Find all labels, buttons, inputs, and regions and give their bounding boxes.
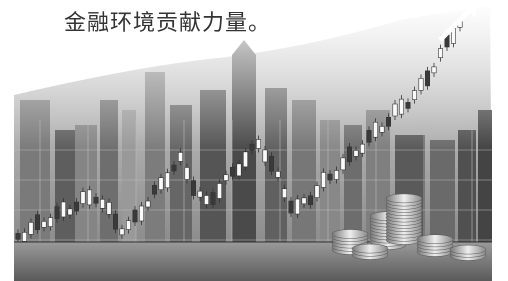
candle [302,198,306,204]
candle [250,144,254,150]
candle [100,199,104,208]
candle [35,215,39,230]
candle [425,71,429,86]
candle [94,197,98,203]
candle [16,233,20,239]
candle [191,181,195,196]
candle [74,202,78,211]
candle [295,199,299,214]
candle [159,178,163,190]
candle [438,49,442,58]
candle [217,183,221,198]
candle [308,196,312,205]
candle [165,173,169,188]
candle [282,189,286,198]
candle [276,171,280,177]
candle [360,144,364,153]
candle [172,165,176,171]
candle [321,172,325,187]
candle [87,190,91,205]
candle [178,152,182,161]
candle [113,214,117,229]
candle [55,207,59,219]
candle [399,99,403,114]
candle [152,185,156,194]
candle [406,102,410,108]
candle [185,167,189,179]
candle [315,186,319,198]
coin [352,244,388,253]
candle [237,164,241,176]
candle [328,174,332,180]
candle [393,104,397,116]
coin [332,230,368,239]
candle [432,67,436,73]
candle [373,122,377,137]
candle [386,117,390,126]
coin [417,235,453,244]
coin [386,194,422,203]
candle [289,201,293,213]
candle [61,202,65,217]
page: {"text": "金融环境贡献力量。"} [0,0,508,281]
caption: 金融环境贡献力量。 [64,5,271,37]
candle [42,221,46,227]
candle [341,158,345,170]
candle [412,91,416,100]
candle [198,191,202,197]
candle [204,195,208,204]
candle [146,201,150,207]
candle [211,193,215,205]
candle [48,218,52,227]
candle [230,167,234,176]
candle [347,147,351,162]
candle [107,202,111,214]
candle [367,130,371,142]
candle [22,232,26,241]
candle [419,78,423,90]
candle [243,152,247,167]
candle [139,206,143,221]
coin [450,245,486,254]
candle [29,222,33,234]
candle [263,150,267,162]
finance-illustration [0,0,508,281]
candle [380,126,384,132]
candle [269,156,273,171]
candle [334,170,338,179]
candle [68,209,72,215]
candle [224,175,228,181]
candle [120,229,124,235]
candle [81,192,85,204]
candle [354,150,358,156]
candle [133,210,137,222]
candle [256,139,260,148]
candle [126,221,130,230]
